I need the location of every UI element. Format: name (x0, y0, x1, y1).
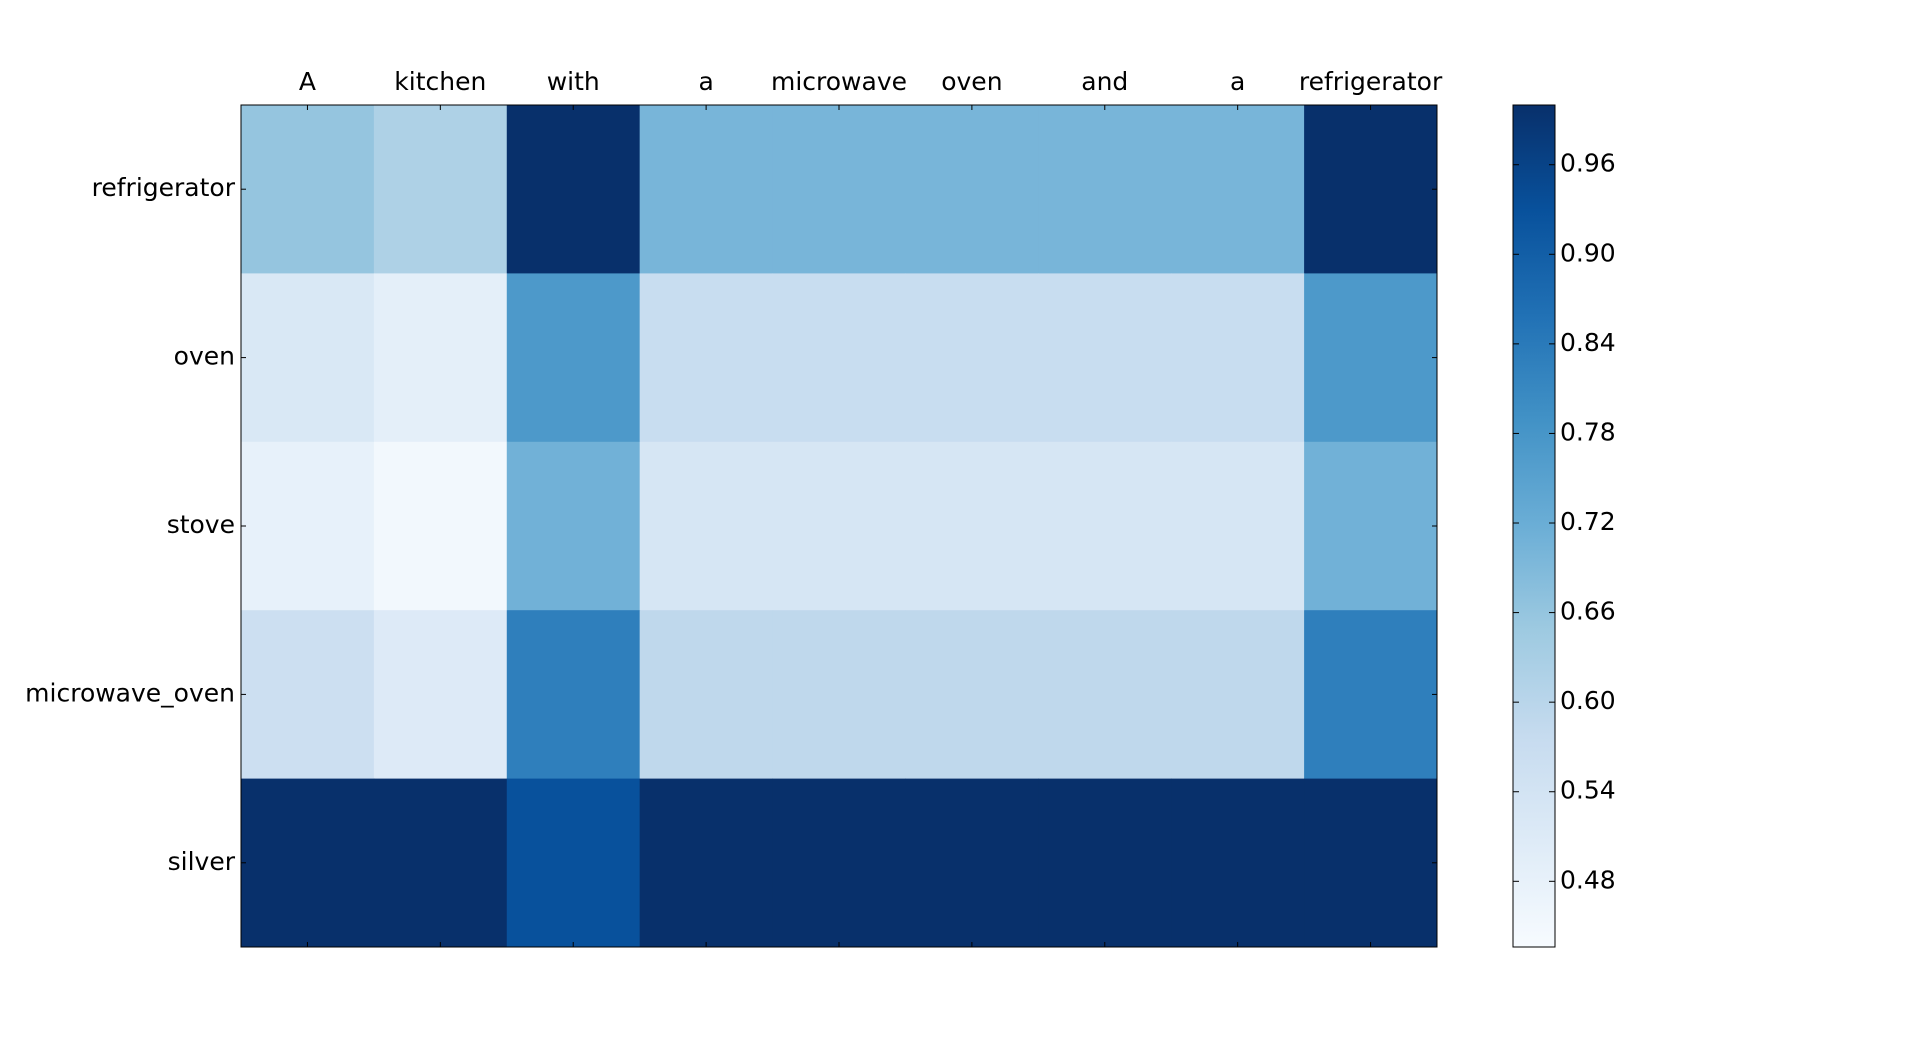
x-tick-label: a (698, 67, 713, 96)
cell (506, 778, 641, 948)
cell (506, 273, 641, 443)
cell (506, 441, 641, 611)
cell (1304, 778, 1438, 948)
cell (241, 105, 375, 274)
cell (772, 610, 906, 780)
cell (639, 105, 774, 274)
colorbar (1512, 104, 1556, 948)
cell (1304, 610, 1438, 780)
cell (639, 778, 774, 948)
x-tick-label: kitchen (394, 67, 486, 96)
x-tick-label: and (1081, 67, 1128, 96)
colorbar-tick-label: 0.72 (1560, 507, 1616, 536)
cell (373, 778, 508, 948)
y-tick-label: refrigerator (92, 173, 236, 202)
cell (639, 441, 774, 611)
cell (639, 610, 774, 780)
cell (1171, 778, 1305, 948)
cell (1171, 441, 1305, 611)
colorbar-tick-label: 0.90 (1560, 238, 1616, 267)
cell (1038, 778, 1172, 948)
cell (373, 610, 508, 780)
colorbar-tick-label: 0.84 (1560, 328, 1616, 357)
x-tick-label: microwave (771, 67, 907, 96)
x-tick-label: oven (941, 67, 1002, 96)
cell (905, 273, 1039, 443)
cell (772, 778, 906, 948)
colorbar-tick-label: 0.78 (1560, 417, 1616, 446)
cell (373, 273, 508, 443)
cell (905, 610, 1039, 780)
cell (639, 273, 774, 443)
cell (1304, 105, 1438, 274)
y-tick-label: oven (174, 342, 235, 371)
cell (241, 778, 375, 948)
cell (241, 441, 375, 611)
x-tick-label: refrigerator (1299, 67, 1443, 96)
cell (373, 105, 508, 274)
cell (373, 441, 508, 611)
cell (905, 778, 1039, 948)
colorbar-tick-label: 0.60 (1560, 686, 1616, 715)
y-tick-label: microwave_oven (25, 678, 235, 707)
x-tick-label: with (547, 67, 600, 96)
colorbar-tick-label: 0.66 (1560, 597, 1616, 626)
cell (1038, 441, 1172, 611)
cell (241, 273, 375, 443)
cell (772, 105, 906, 274)
y-tick-label: stove (167, 510, 235, 539)
cell (1304, 441, 1438, 611)
cell (1171, 610, 1305, 780)
cell (772, 273, 906, 443)
cell (506, 105, 641, 274)
cell (241, 610, 375, 780)
cell (1038, 610, 1172, 780)
cell (1038, 105, 1172, 274)
x-tick-label: a (1230, 67, 1245, 96)
y-tick-label: silver (168, 847, 236, 876)
cell (905, 105, 1039, 274)
cell (905, 441, 1039, 611)
cell (1304, 273, 1438, 443)
cell (506, 610, 641, 780)
x-tick-label: A (299, 67, 316, 96)
colorbar-tick-label: 0.48 (1560, 865, 1616, 894)
cell (1171, 105, 1305, 274)
cell (1171, 273, 1305, 443)
colorbar-tick-label: 0.96 (1560, 149, 1616, 178)
cell (1038, 273, 1172, 443)
colorbar-tick-label: 0.54 (1560, 776, 1616, 805)
cell (772, 441, 906, 611)
